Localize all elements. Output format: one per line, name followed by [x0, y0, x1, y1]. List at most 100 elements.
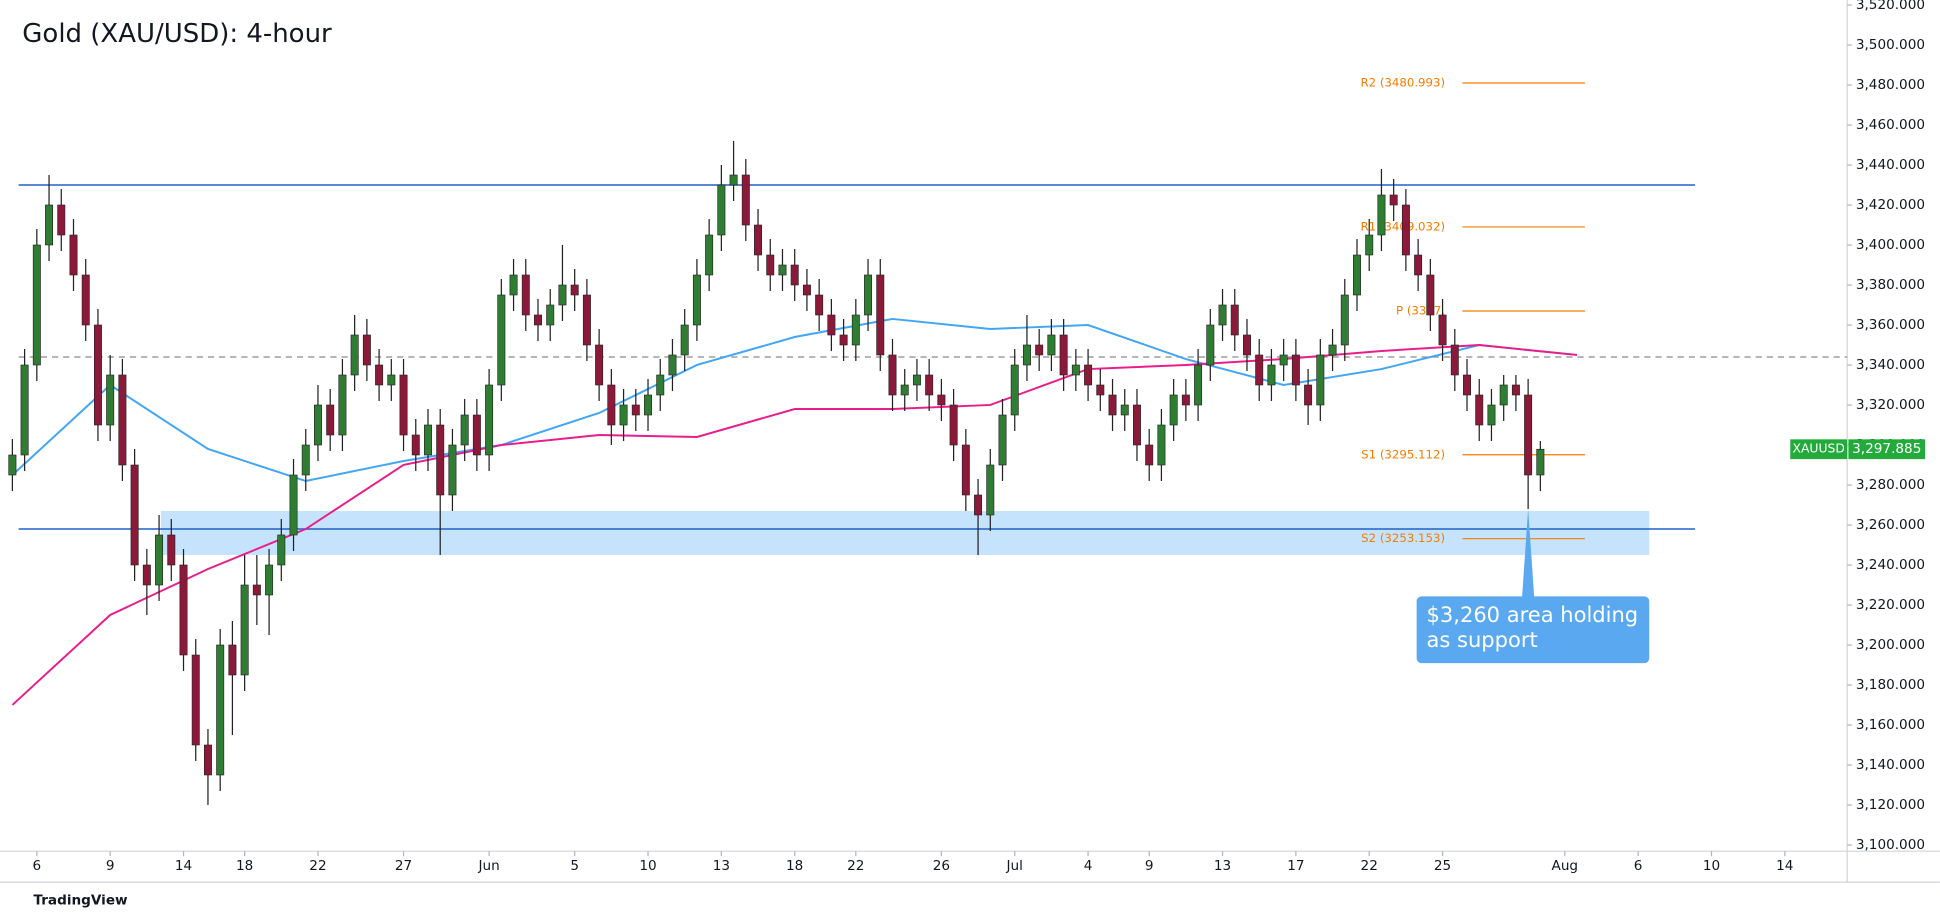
candle-body	[888, 354, 897, 396]
candle-body	[1328, 344, 1337, 356]
candle-body	[912, 374, 921, 386]
candle-body	[460, 414, 469, 446]
candle-body	[1267, 364, 1276, 386]
candle-body	[448, 444, 457, 496]
candle-body	[69, 234, 78, 276]
candle-body	[1071, 364, 1080, 376]
y-tick-label: 3,400.000	[1856, 237, 1925, 253]
candle-body	[1218, 304, 1227, 326]
candle-body	[1536, 448, 1545, 476]
y-tick-label: 3,200.000	[1856, 637, 1925, 653]
pivot-label: S1 (3295.112)	[1361, 447, 1445, 461]
candle-body	[1365, 234, 1374, 256]
candle-body	[1108, 394, 1117, 416]
y-tick-label: 3,220.000	[1856, 597, 1925, 613]
y-tick-label: 3,280.000	[1856, 477, 1925, 493]
y-tick-label: 3,500.000	[1856, 37, 1925, 53]
y-tick-label: 3,520.000	[1856, 0, 1925, 13]
x-tick-label: 5	[570, 858, 579, 874]
plot: 3,100.000 3,120.000 3,140.000 3,160.000 3,18…	[8, 0, 1926, 874]
x-tick-label: 25	[1434, 858, 1451, 874]
candle-body	[301, 444, 310, 476]
footer-logo: TradingView	[33, 893, 128, 909]
symbol-label: XAUUSD	[1793, 442, 1845, 456]
candle-body	[1377, 194, 1386, 236]
candle-body	[717, 184, 726, 236]
candle-body	[399, 374, 408, 436]
candle-body	[1096, 384, 1105, 396]
candle-body	[974, 494, 983, 516]
candle-body	[631, 404, 640, 416]
candle-body	[1463, 374, 1471, 396]
candle-body	[142, 564, 151, 586]
y-tick-label: 3,100.000	[1856, 837, 1925, 853]
candle-body	[240, 584, 249, 676]
candle-body	[900, 384, 909, 396]
candle-body	[497, 294, 506, 386]
candle-body	[338, 374, 347, 436]
x-tick-label: Aug	[1552, 858, 1579, 874]
candle-body	[155, 534, 164, 586]
x-tick-label: 26	[933, 858, 950, 874]
candle-body	[570, 284, 579, 296]
candle-body	[289, 474, 298, 536]
y-tick-label: 3,140.000	[1856, 757, 1925, 773]
candle-body	[1169, 394, 1178, 426]
candle-body	[203, 744, 212, 776]
candle-body	[1340, 294, 1349, 346]
x-tick-label: 14	[1776, 858, 1793, 874]
candle-body	[1499, 384, 1508, 406]
candle-body	[179, 564, 188, 656]
candle-body	[925, 374, 934, 396]
candle-body	[668, 354, 677, 376]
candle-body	[130, 464, 139, 566]
candle-body	[191, 654, 200, 746]
candle-body	[754, 224, 763, 256]
candle-body	[106, 374, 115, 426]
x-tick-label: 9	[1145, 858, 1154, 874]
candle-body	[1022, 344, 1031, 366]
candle-body	[472, 414, 481, 456]
y-tick-label: 3,340.000	[1856, 357, 1925, 373]
candle-body	[1414, 254, 1423, 276]
candle-body	[729, 174, 738, 186]
price-tag	[1848, 439, 1926, 460]
x-tick-label: 27	[395, 858, 412, 874]
candle-body	[216, 644, 225, 776]
candle-body	[8, 454, 17, 476]
candle-body	[326, 404, 335, 436]
candle-body	[1145, 444, 1154, 466]
x-tick-label: 13	[1214, 858, 1231, 874]
candle-body	[864, 274, 873, 316]
candle-body	[252, 584, 261, 596]
candle-body	[20, 364, 29, 456]
candle-body	[680, 324, 689, 356]
x-tick-label: 22	[847, 858, 864, 874]
candle-body	[778, 264, 787, 276]
y-tick-label: 3,240.000	[1856, 557, 1925, 573]
candle-body	[546, 304, 555, 326]
x-tick-label: 6	[1634, 858, 1643, 874]
candle-body	[607, 384, 616, 426]
candle-body	[1194, 364, 1203, 406]
candle-body	[1010, 364, 1019, 416]
x-tick-label: 4	[1084, 858, 1093, 874]
candle-body	[937, 394, 946, 406]
candle-body	[595, 344, 604, 386]
candle-body	[986, 464, 995, 516]
x-tick-label: 9	[106, 858, 115, 874]
candle-body	[1401, 204, 1410, 256]
x-tick-label: 6	[32, 858, 41, 874]
candle-body	[1255, 354, 1264, 386]
x-tick-label: 14	[175, 858, 192, 874]
candle-body	[375, 364, 384, 386]
candle-body	[1353, 254, 1361, 296]
candle-body	[436, 424, 445, 496]
candle-body	[692, 274, 701, 326]
y-tick-label: 3,380.000	[1856, 277, 1925, 293]
moving-average	[11, 344, 1578, 706]
candle-body	[277, 534, 286, 566]
pivot-label: R2 (3480.993)	[1360, 76, 1445, 90]
x-tick-label: 22	[309, 858, 326, 874]
candle-body	[766, 254, 775, 276]
